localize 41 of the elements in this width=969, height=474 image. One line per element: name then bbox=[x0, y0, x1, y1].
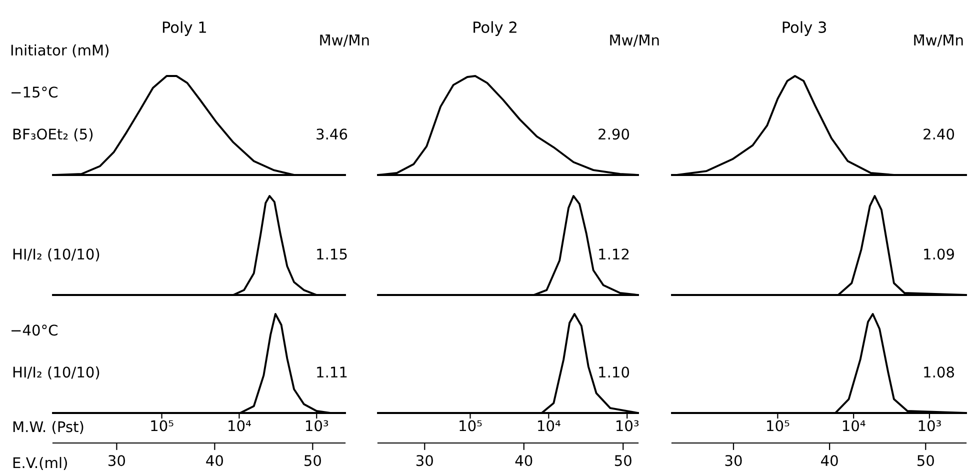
y-axis-title: BF₃OEt₂ (5) bbox=[13, 128, 93, 142]
x2-tick-label: 10³ bbox=[616, 420, 639, 432]
annotation: 1.15 bbox=[317, 248, 347, 260]
x2-tick-label: 10⁵ bbox=[151, 420, 174, 432]
annotation: 2.40 bbox=[924, 128, 954, 140]
x-tick-label: 40 bbox=[206, 455, 223, 466]
x2-tick-label: 10⁴ bbox=[842, 420, 866, 432]
annotation: 2.90 bbox=[598, 128, 630, 140]
x-tick-label: 50 bbox=[917, 455, 934, 466]
text: M̄w/M̄n bbox=[320, 34, 369, 47]
annotation: 1.08 bbox=[924, 366, 954, 378]
x-tick-label: 30 bbox=[416, 455, 433, 466]
y-axis-title: HI/I₂ (10/10) bbox=[13, 248, 100, 262]
x-tick-label: 40 bbox=[515, 455, 532, 466]
x2-axis-title: M.W. (Pst) bbox=[13, 420, 84, 434]
x2-tick-label: 10⁵ bbox=[460, 420, 482, 432]
annotation: 3.46 bbox=[316, 128, 348, 140]
annotation: 1.11 bbox=[317, 366, 347, 378]
x2-tick-label: 10³ bbox=[918, 420, 941, 432]
x2-tick-label: 10⁴ bbox=[228, 420, 251, 432]
x-tick-label: 30 bbox=[108, 455, 125, 466]
y-axis-title: HI/I₂ (10/10) bbox=[13, 366, 100, 380]
annotation: 1.09 bbox=[924, 248, 954, 260]
text: M̄w/M̄n bbox=[914, 34, 963, 47]
chart-title: Poly 1 bbox=[162, 21, 206, 36]
annotation: −15°C bbox=[12, 86, 58, 98]
x-tick-label: 30 bbox=[725, 455, 742, 466]
x2-tick-label: 10⁴ bbox=[538, 420, 560, 432]
x2-tick-label: 10³ bbox=[306, 420, 328, 432]
x-tick-label: 50 bbox=[614, 455, 632, 466]
annotation: 1.10 bbox=[599, 366, 630, 378]
annotation: −40°C bbox=[12, 324, 58, 336]
x-tick-label: 40 bbox=[821, 455, 838, 466]
annotation: 1.12 bbox=[599, 248, 629, 260]
text: M̄w/M̄n bbox=[610, 34, 659, 47]
x-tick-label: 50 bbox=[304, 455, 321, 466]
x-axis-title: E.V.(ml) bbox=[13, 456, 67, 470]
text: Initiator (mM) bbox=[11, 44, 108, 58]
chart-title: Poly 3 bbox=[782, 21, 826, 36]
chart-title: Poly 2 bbox=[474, 21, 516, 36]
x2-tick-label: 10⁵ bbox=[767, 420, 790, 432]
